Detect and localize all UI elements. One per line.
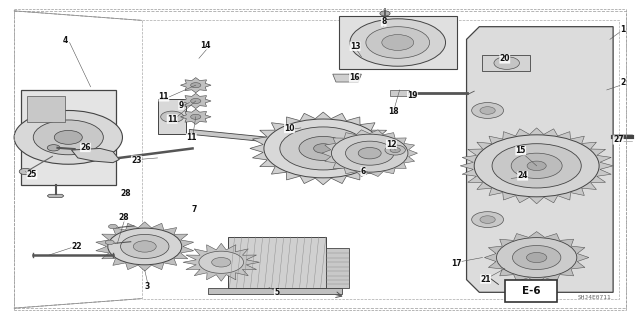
Text: 28: 28: [120, 189, 131, 198]
Circle shape: [480, 107, 495, 114]
Text: 7: 7: [191, 205, 196, 214]
Polygon shape: [183, 243, 259, 281]
Text: 26: 26: [80, 143, 91, 152]
Circle shape: [14, 110, 122, 164]
Polygon shape: [47, 194, 64, 197]
Circle shape: [280, 127, 367, 170]
Polygon shape: [27, 96, 65, 122]
Polygon shape: [333, 74, 362, 82]
Text: 16: 16: [349, 73, 360, 82]
Text: SHJ4E0711: SHJ4E0711: [577, 294, 611, 300]
Text: 11: 11: [159, 93, 169, 101]
Text: 18: 18: [388, 107, 399, 116]
Circle shape: [161, 111, 184, 122]
Circle shape: [120, 234, 169, 258]
Polygon shape: [189, 130, 269, 142]
Text: 2: 2: [620, 78, 625, 86]
Circle shape: [264, 119, 383, 178]
Text: 28: 28: [118, 212, 129, 222]
Circle shape: [47, 145, 60, 151]
Circle shape: [497, 238, 577, 278]
Circle shape: [191, 114, 201, 119]
Polygon shape: [467, 27, 613, 292]
Circle shape: [480, 216, 495, 223]
Circle shape: [494, 57, 520, 69]
Circle shape: [299, 137, 348, 160]
Circle shape: [199, 251, 244, 273]
Polygon shape: [460, 128, 613, 204]
Polygon shape: [180, 109, 211, 124]
Text: E-6: E-6: [522, 286, 540, 296]
Text: 25: 25: [27, 170, 37, 179]
Circle shape: [133, 241, 156, 252]
Polygon shape: [180, 78, 211, 93]
Text: 19: 19: [407, 91, 418, 100]
Circle shape: [472, 212, 504, 227]
Text: 14: 14: [200, 41, 211, 49]
Polygon shape: [250, 112, 396, 185]
Polygon shape: [180, 93, 211, 108]
Polygon shape: [209, 287, 342, 294]
Text: 27: 27: [613, 135, 623, 145]
Polygon shape: [484, 232, 589, 284]
Circle shape: [54, 130, 83, 144]
Polygon shape: [72, 148, 119, 163]
Text: 8: 8: [381, 18, 387, 26]
Circle shape: [366, 27, 429, 58]
Circle shape: [513, 246, 561, 270]
FancyBboxPatch shape: [505, 280, 557, 302]
Circle shape: [527, 252, 547, 263]
Polygon shape: [339, 16, 457, 69]
Text: 3: 3: [144, 282, 149, 291]
Polygon shape: [157, 100, 186, 134]
Circle shape: [350, 19, 445, 66]
Circle shape: [382, 34, 413, 50]
Circle shape: [191, 83, 201, 88]
Circle shape: [33, 120, 103, 155]
Polygon shape: [326, 248, 349, 287]
Text: 9: 9: [179, 100, 184, 110]
Circle shape: [511, 153, 562, 178]
Text: 23: 23: [131, 156, 141, 165]
Text: 5: 5: [274, 288, 279, 297]
Polygon shape: [483, 55, 531, 71]
Polygon shape: [390, 90, 409, 96]
Text: 21: 21: [481, 275, 491, 284]
Circle shape: [332, 134, 408, 172]
Circle shape: [191, 99, 201, 104]
Polygon shape: [322, 130, 417, 176]
Polygon shape: [20, 90, 116, 185]
Polygon shape: [96, 222, 194, 271]
Circle shape: [472, 103, 504, 118]
Text: 4: 4: [63, 36, 68, 45]
Circle shape: [108, 224, 117, 229]
Text: 22: 22: [71, 242, 82, 251]
Text: 13: 13: [350, 42, 360, 51]
Text: 6: 6: [361, 167, 366, 176]
Circle shape: [492, 144, 581, 188]
Polygon shape: [228, 237, 326, 287]
Circle shape: [108, 228, 182, 265]
Circle shape: [346, 141, 394, 165]
Circle shape: [314, 144, 333, 153]
Text: 1: 1: [620, 25, 625, 34]
Text: 20: 20: [500, 55, 510, 63]
Circle shape: [380, 11, 390, 16]
Text: 15: 15: [516, 146, 526, 155]
Text: 11: 11: [186, 133, 196, 143]
Text: 24: 24: [517, 171, 528, 181]
Circle shape: [105, 240, 114, 245]
Text: 12: 12: [386, 140, 397, 149]
Circle shape: [390, 147, 400, 152]
Text: 17: 17: [451, 259, 461, 268]
Circle shape: [358, 147, 381, 159]
Circle shape: [527, 161, 546, 171]
Circle shape: [212, 257, 231, 267]
Text: 11: 11: [167, 115, 177, 123]
Circle shape: [19, 168, 32, 175]
Circle shape: [474, 135, 599, 197]
Circle shape: [385, 145, 405, 155]
Text: 10: 10: [284, 124, 294, 133]
